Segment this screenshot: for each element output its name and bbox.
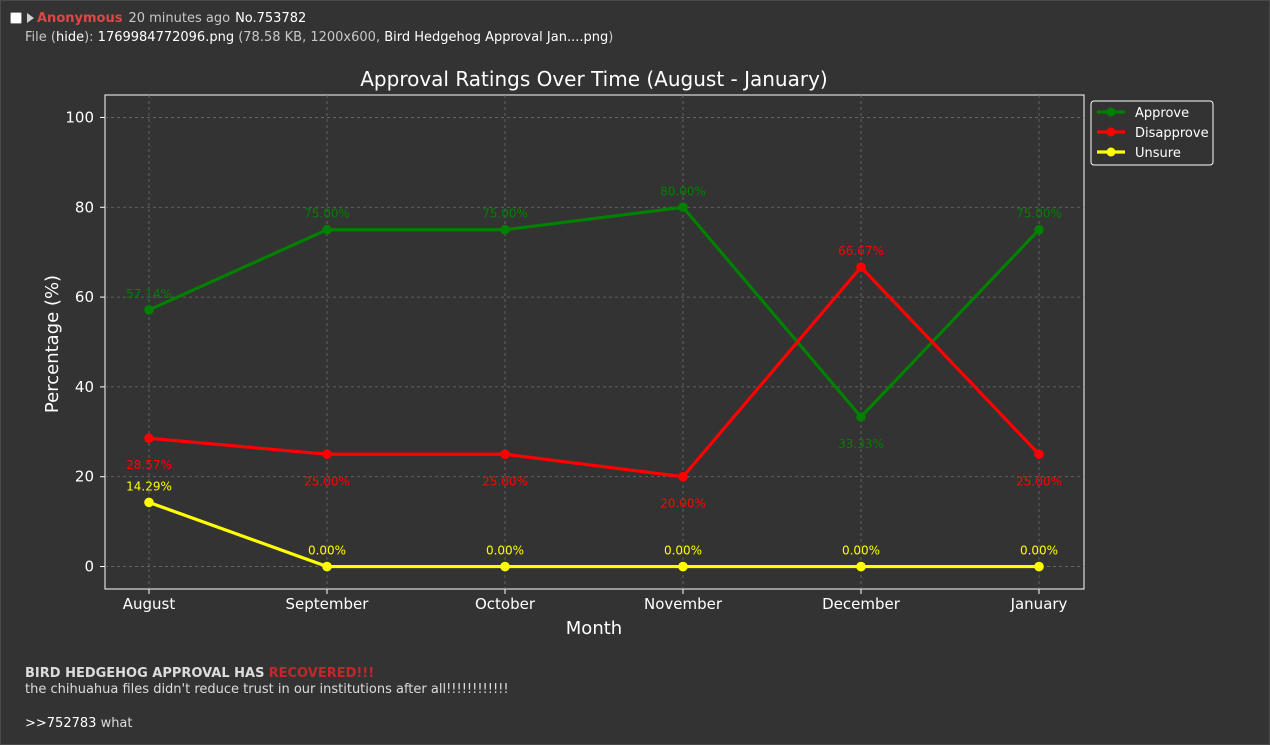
- approve-data-point: [144, 305, 154, 315]
- reply-text: what: [100, 716, 133, 731]
- unsure-data-point: [856, 561, 866, 572]
- y-tick-label: 100: [65, 108, 94, 126]
- x-tick-label: December: [822, 595, 901, 613]
- x-tick-label: September: [286, 595, 370, 613]
- y-tick-label: 80: [75, 198, 94, 216]
- chart-legend: Approve Disapprove Unsure: [1090, 100, 1214, 166]
- y-axis-label: Percentage (%): [42, 275, 63, 413]
- approve-data-label: 75.00%: [482, 207, 528, 221]
- attached-chart-image[interactable]: Approval Ratings Over Time (August - Jan…: [0, 60, 1270, 645]
- approve-data-point: [322, 224, 332, 235]
- disapprove-data-label: 66.67%: [838, 244, 884, 258]
- poster-name: Anonymous: [37, 10, 123, 26]
- approve-data-label: 75.00%: [304, 207, 350, 221]
- y-tick-label: 0: [84, 558, 94, 576]
- file-info: File (hide): 1769984772096.png (78.58 KB…: [25, 30, 613, 45]
- unsure-series-line: [148, 500, 1039, 569]
- data-labels: 57.14% 75.00% 75.00% 80.00% 33.33% 75.00% 28.5…: [126, 184, 1062, 557]
- plot-area: [104, 94, 1085, 590]
- disapprove-data-point: [678, 471, 688, 482]
- disapprove-data-point: [856, 262, 866, 272]
- unsure-data-label: 0.00%: [842, 544, 880, 558]
- message-headline: BIRD HEDGEHOG APPROVAL HAS: [25, 666, 265, 681]
- y-tick-label: 20: [75, 468, 94, 486]
- disapprove-series-line: [148, 265, 1041, 479]
- grid-lines: [105, 95, 1084, 589]
- post-header: Anonymous 20 minutes ago No.753782: [10, 9, 306, 27]
- original-file-name[interactable]: Bird Hedgehog Approval Jan....png: [384, 30, 609, 45]
- approve-data-point: [500, 224, 510, 235]
- file-name-link[interactable]: 1769984772096.png: [97, 30, 235, 45]
- x-axis: August September October November December Ja…: [123, 589, 1068, 613]
- approve-series-line: [148, 205, 1041, 419]
- approve-data-point: [678, 202, 688, 213]
- file-meta: (78.58 KB, 1200x600,: [238, 30, 381, 45]
- x-axis-label: Month: [566, 618, 622, 639]
- message-headline-red: RECOVERED!!!: [268, 666, 375, 681]
- post-number-link[interactable]: No.753782: [235, 10, 307, 26]
- legend-disapprove-label: Disapprove: [1135, 126, 1209, 141]
- unsure-data-label: 0.00%: [308, 544, 346, 558]
- reply-line: >>752783 what: [25, 716, 509, 732]
- message-body: the chihuahua files didn't reduce trust …: [25, 682, 509, 697]
- post-message: BIRD HEDGEHOG APPROVAL HAS RECOVERED!!! …: [25, 666, 509, 732]
- post-timestamp: 20 minutes ago: [128, 10, 231, 26]
- legend-unsure-marker: [1106, 147, 1116, 157]
- disapprove-data-label: 25.00%: [1016, 474, 1062, 488]
- quote-link[interactable]: >>752783: [25, 716, 97, 731]
- unsure-data-point: [678, 561, 688, 572]
- series-layer: [144, 202, 1044, 572]
- approve-data-point: [856, 412, 866, 422]
- post-select-checkbox[interactable]: [10, 12, 22, 24]
- file-meta-close: ): [608, 30, 614, 45]
- disapprove-data-label: 25.00%: [304, 474, 350, 488]
- unsure-data-label: 0.00%: [1020, 544, 1058, 558]
- disapprove-data-label: 25.00%: [482, 474, 528, 488]
- approval-line-chart: Approval Ratings Over Time (August - Jan…: [42, 67, 1214, 639]
- y-axis: 0 20 40 60 80 100: [65, 108, 105, 576]
- approve-data-label: 57.14%: [126, 287, 172, 301]
- approve-data-point: [1034, 224, 1044, 235]
- x-tick-label: October: [475, 595, 536, 613]
- approve-data-label: 75.00%: [1016, 207, 1062, 221]
- x-tick-label: January: [1010, 595, 1068, 613]
- y-tick-label: 40: [75, 378, 94, 396]
- disapprove-data-point: [500, 449, 510, 460]
- disapprove-data-point: [1034, 449, 1044, 460]
- unsure-data-label: 0.00%: [486, 544, 524, 558]
- legend-disapprove-marker: [1106, 127, 1116, 137]
- legend-box: [1090, 100, 1214, 166]
- disapprove-data-point: [144, 433, 154, 444]
- legend-unsure-label: Unsure: [1135, 146, 1181, 161]
- unsure-data-label: 0.00%: [664, 544, 702, 558]
- expand-arrow-icon[interactable]: [27, 13, 34, 23]
- disapprove-data-label: 28.57%: [126, 458, 172, 472]
- disapprove-data-point: [322, 449, 332, 460]
- unsure-data-point: [144, 497, 154, 508]
- approve-data-label: 80.00%: [660, 184, 706, 198]
- x-tick-label: November: [644, 595, 723, 613]
- file-label: File (: [25, 30, 56, 45]
- hide-file-link[interactable]: hide: [55, 30, 85, 45]
- file-label-close: ):: [84, 30, 94, 45]
- y-tick-label: 60: [75, 288, 94, 306]
- approve-data-label: 33.33%: [838, 437, 884, 451]
- x-tick-label: August: [123, 595, 176, 613]
- unsure-data-point: [1034, 561, 1044, 572]
- unsure-data-point: [322, 561, 332, 572]
- chart-title: Approval Ratings Over Time (August - Jan…: [360, 67, 827, 91]
- legend-approve-marker: [1106, 107, 1116, 117]
- unsure-data-point: [500, 561, 510, 572]
- legend-approve-label: Approve: [1135, 106, 1189, 121]
- disapprove-data-label: 20.00%: [660, 497, 706, 511]
- unsure-data-label: 14.29%: [126, 479, 172, 493]
